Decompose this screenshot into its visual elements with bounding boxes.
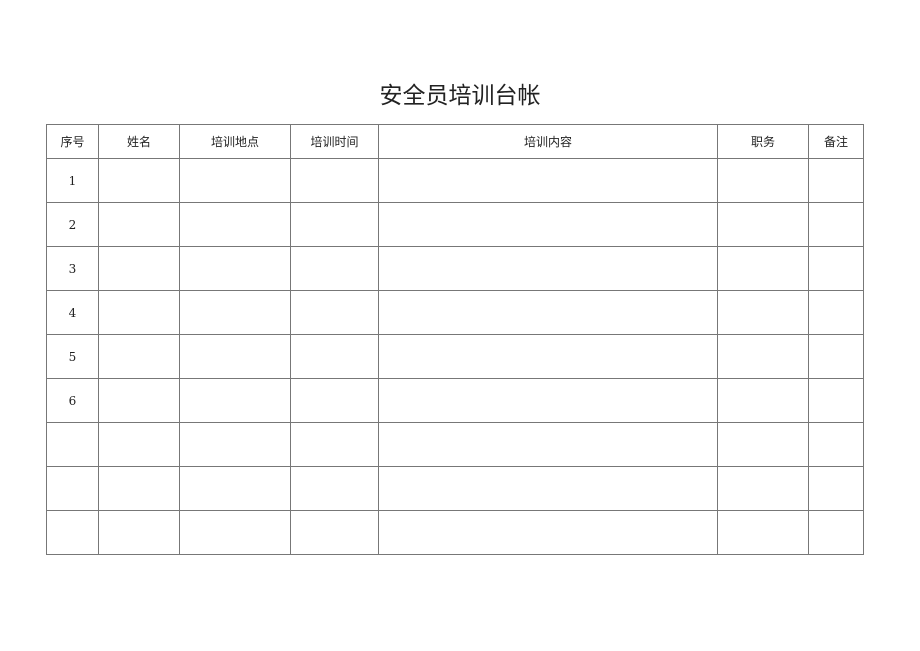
table-row: 5 (46, 334, 864, 379)
table-cell (808, 422, 864, 467)
row-number: 4 (46, 290, 99, 335)
table-cell (179, 466, 291, 511)
table-row: 1 (46, 158, 864, 203)
table-cell (290, 202, 379, 247)
table-cell (98, 246, 180, 291)
table-cell (290, 466, 379, 511)
table-cell (179, 510, 291, 555)
row-number (46, 510, 99, 555)
table-cell (179, 158, 291, 203)
table-cell (98, 290, 180, 335)
table-cell (378, 158, 718, 203)
table-cell (717, 510, 809, 555)
table-cell (179, 290, 291, 335)
table-cell (717, 378, 809, 423)
table-cell (179, 422, 291, 467)
table-cell (808, 246, 864, 291)
column-header: 备注 (808, 124, 864, 159)
table-cell (179, 246, 291, 291)
table-cell (290, 378, 379, 423)
table-cell (378, 422, 718, 467)
table-cell (378, 246, 718, 291)
table-cell (290, 422, 379, 467)
table-cell (98, 510, 180, 555)
column-header: 职务 (717, 124, 809, 159)
row-number (46, 466, 99, 511)
row-number: 1 (46, 158, 99, 203)
table-cell (717, 466, 809, 511)
table-cell (98, 378, 180, 423)
column-header: 姓名 (98, 124, 180, 159)
table-row (46, 510, 864, 555)
table-cell (717, 334, 809, 379)
table-cell (378, 510, 718, 555)
table-cell (378, 290, 718, 335)
table-cell (98, 466, 180, 511)
table-row: 2 (46, 202, 864, 247)
table-cell (378, 378, 718, 423)
table-cell (98, 202, 180, 247)
page-title: 安全员培训台帐 (379, 83, 541, 109)
table-row (46, 466, 864, 511)
row-number: 5 (46, 334, 99, 379)
table-cell (808, 466, 864, 511)
row-number: 2 (46, 202, 99, 247)
table-cell (717, 202, 809, 247)
table-cell (179, 202, 291, 247)
row-number: 6 (46, 378, 99, 423)
column-header: 序号 (46, 124, 99, 159)
table-row (46, 422, 864, 467)
table-cell (378, 334, 718, 379)
table-cell (98, 334, 180, 379)
table-cell (98, 158, 180, 203)
table-cell (378, 466, 718, 511)
table-cell (290, 334, 379, 379)
table-cell (808, 202, 864, 247)
table-cell (717, 246, 809, 291)
table-cell (378, 202, 718, 247)
table-cell (290, 290, 379, 335)
column-header: 培训地点 (179, 124, 291, 159)
table-cell (179, 334, 291, 379)
table-cell (98, 422, 180, 467)
table-row: 6 (46, 378, 864, 423)
table-row: 4 (46, 290, 864, 335)
table-cell (717, 158, 809, 203)
table-cell (179, 378, 291, 423)
column-header: 培训内容 (378, 124, 718, 159)
table-cell (808, 510, 864, 555)
column-header: 培训时间 (290, 124, 379, 159)
row-number: 3 (46, 246, 99, 291)
table-cell (290, 246, 379, 291)
table-cell (808, 290, 864, 335)
row-number (46, 422, 99, 467)
table-cell (717, 290, 809, 335)
table-cell (717, 422, 809, 467)
table-cell (808, 158, 864, 203)
table-cell (808, 334, 864, 379)
table-cell (290, 158, 379, 203)
table-row: 3 (46, 246, 864, 291)
table-cell (290, 510, 379, 555)
table-cell (808, 378, 864, 423)
